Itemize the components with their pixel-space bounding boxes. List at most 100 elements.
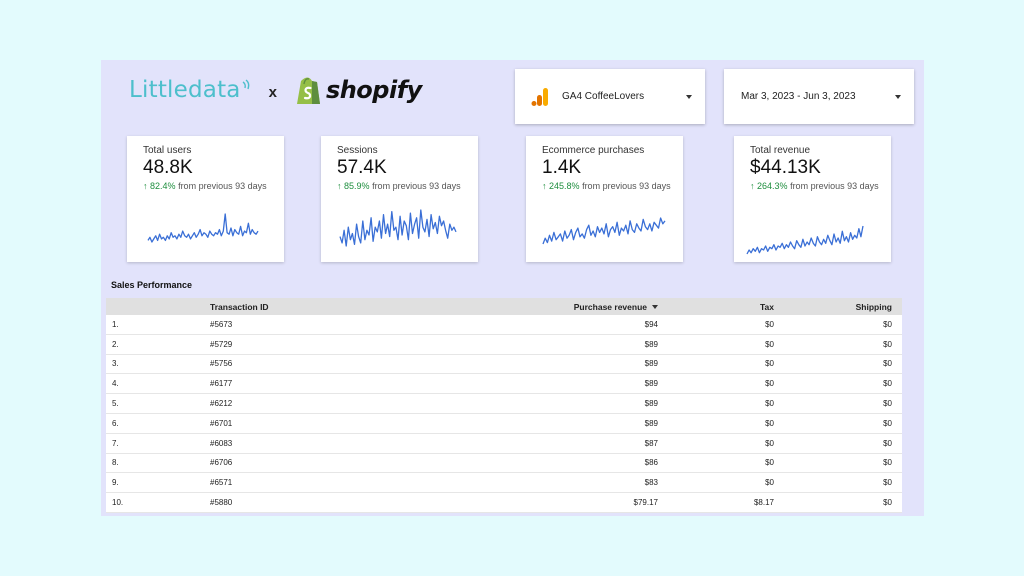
sparkline-series [746, 225, 864, 255]
transaction-id-cell: #6212 [210, 399, 233, 409]
kpi-delta-percent: 85.9% [344, 181, 370, 191]
kpi-delta: ↑ 85.9% from previous 93 days [337, 181, 478, 191]
purchase-revenue-cell: $89 [644, 418, 658, 428]
shipping-cell: $0 [883, 339, 892, 349]
column-header-transaction-id[interactable]: Transaction ID [210, 301, 269, 312]
sparkline-chart [339, 209, 457, 247]
table-row: 9. #6571 $83 $0 $0 [106, 473, 902, 494]
littledata-logo: Littledata [129, 77, 252, 103]
kpi-card-total-revenue: Total revenue $44.13K ↑ 264.3% from prev… [734, 136, 891, 262]
arrow-up-icon: ↑ [337, 181, 342, 191]
row-index: 7. [112, 438, 119, 448]
kpi-card-sessions: Sessions 57.4K ↑ 85.9% from previous 93 … [321, 136, 478, 262]
kpi-value: 57.4K [337, 157, 387, 178]
transaction-id-cell: #6177 [210, 379, 233, 389]
table-row: 4. #6177 $89 $0 $0 [106, 374, 902, 395]
kpi-card-ecommerce-purchases: Ecommerce purchases 1.4K ↑ 245.8% from p… [526, 136, 683, 262]
littledata-wordmark: Littledata [129, 77, 241, 103]
purchase-revenue-cell: $79.17 [633, 498, 658, 508]
shipping-cell: $0 [883, 438, 892, 448]
shipping-cell: $0 [883, 418, 892, 428]
shopify-logo: shopify [295, 75, 422, 105]
row-index: 2. [112, 339, 119, 349]
arrow-up-icon: ↑ [542, 181, 547, 191]
tax-cell: $0 [765, 458, 774, 468]
tax-cell: $0 [765, 319, 774, 329]
purchase-revenue-cell: $89 [644, 379, 658, 389]
row-index: 8. [112, 458, 119, 468]
row-index: 6. [112, 418, 119, 428]
purchase-revenue-cell: $94 [644, 319, 658, 329]
tax-cell: $0 [765, 418, 774, 428]
column-header-label: Purchase revenue [573, 301, 647, 312]
tax-cell: $0 [765, 359, 774, 369]
sort-descending-icon [652, 305, 658, 310]
row-index: 1. [112, 319, 119, 329]
shipping-cell: $0 [883, 478, 892, 488]
brand-separator: x [268, 83, 277, 101]
purchase-revenue-cell: $89 [644, 339, 658, 349]
kpi-delta-suffix: from previous 93 days [178, 181, 267, 191]
kpi-delta-percent: 264.3% [757, 181, 788, 191]
shipping-cell: $0 [883, 458, 892, 468]
kpi-delta-percent: 245.8% [549, 181, 580, 191]
signal-waves-icon [242, 79, 249, 90]
shipping-cell: $0 [883, 379, 892, 389]
kpi-label: Total users [143, 145, 192, 156]
table-header-row: Transaction ID Purchase revenue Tax Ship… [106, 298, 902, 315]
table-row: 1. #5673 $94 $0 $0 [106, 315, 902, 335]
kpi-label: Sessions [337, 145, 378, 156]
dashboard: Littledata x shopify GA4 CoffeeLovers [101, 60, 924, 516]
shipping-cell: $0 [883, 498, 892, 508]
purchase-revenue-cell: $89 [644, 399, 658, 409]
date-range-label: Mar 3, 2023 - Jun 3, 2023 [741, 91, 856, 102]
sparkline-chart [147, 213, 259, 243]
column-header-tax[interactable]: Tax [759, 301, 774, 312]
row-index: 3. [112, 359, 119, 369]
purchase-revenue-cell: $87 [644, 438, 658, 448]
column-header-purchase-revenue[interactable]: Purchase revenue [360, 302, 658, 312]
sparkline-chart [746, 225, 864, 255]
sparkline-chart [542, 217, 666, 245]
tax-cell: $0 [765, 399, 774, 409]
table-row: 8. #6706 $86 $0 $0 [106, 454, 902, 474]
purchase-revenue-cell: $86 [644, 458, 658, 468]
kpi-label: Total revenue [750, 145, 811, 156]
chevron-down-icon [895, 94, 901, 99]
kpi-card-total-users: Total users 48.8K ↑ 82.4% from previous … [127, 136, 284, 262]
kpi-delta-suffix: from previous 93 days [582, 181, 671, 191]
transaction-id-cell: #5673 [210, 319, 233, 329]
kpi-delta: ↑ 82.4% from previous 93 days [143, 181, 284, 191]
purchase-revenue-cell: $89 [644, 359, 658, 369]
kpi-value: 48.8K [143, 157, 193, 178]
arrow-up-icon: ↑ [750, 181, 755, 191]
date-range-selector[interactable]: Mar 3, 2023 - Jun 3, 2023 [724, 69, 914, 124]
transaction-id-cell: #6571 [210, 478, 233, 488]
transaction-id-cell: #5756 [210, 359, 233, 369]
transaction-id-cell: #6706 [210, 458, 233, 468]
tax-cell: $0 [765, 339, 774, 349]
table-row: 6. #6701 $89 $0 $0 [106, 414, 902, 434]
sparkline-series [542, 217, 666, 245]
table-row: 5. #6212 $89 $0 $0 [106, 394, 902, 414]
shipping-cell: $0 [883, 359, 892, 369]
property-selector-label: GA4 CoffeeLovers [562, 91, 645, 102]
purchase-revenue-cell: $83 [644, 478, 658, 488]
kpi-delta: ↑ 264.3% from previous 93 days [750, 181, 891, 191]
sparkline-series [147, 213, 259, 243]
kpi-delta-suffix: from previous 93 days [372, 181, 461, 191]
tax-cell: $0 [765, 379, 774, 389]
table-body: 1. #5673 $94 $0 $0 2. #5729 $89 $0 $0 3. #5756 $89 $0… [106, 315, 902, 513]
section-title-sales-performance: Sales Performance [111, 280, 193, 290]
kpi-delta: ↑ 245.8% from previous 93 days [542, 181, 683, 191]
row-index: 4. [112, 379, 119, 389]
row-index: 9. [112, 478, 119, 488]
tax-cell: $0 [765, 438, 774, 448]
row-index: 5. [112, 399, 119, 409]
column-header-shipping[interactable]: Shipping [855, 301, 892, 312]
google-analytics-icon [531, 87, 548, 106]
sparkline-series [339, 209, 457, 247]
transaction-id-cell: #6701 [210, 418, 233, 428]
property-selector[interactable]: GA4 CoffeeLovers [515, 69, 705, 124]
table-row: 10. #5880 $79.17 $8.17 $0 [106, 493, 902, 513]
